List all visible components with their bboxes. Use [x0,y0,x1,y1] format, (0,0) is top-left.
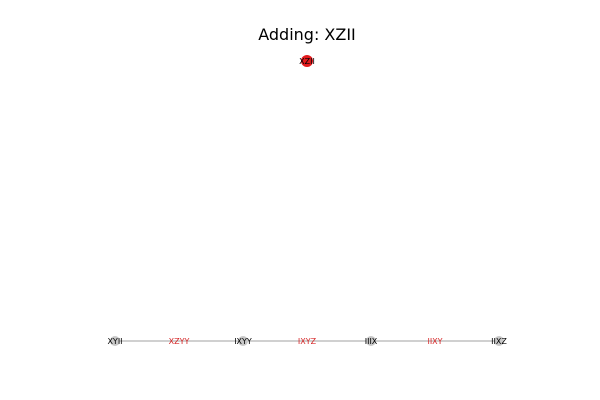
graph-node [494,336,504,346]
edge-label: XZYY [169,337,190,346]
graph-title: Adding: XZII [258,25,356,44]
graph-node [110,336,120,346]
node-label: IIXZ [491,337,507,346]
edge-label: IIXY [427,337,442,346]
new-node: XZII [299,55,315,67]
edge-label: IXYZ [298,337,317,346]
graph-node [366,336,376,346]
new-node-label: XZII [299,57,315,66]
edges-layer: XZYY IXYZ IIXY [115,337,499,346]
node-label: XYII [107,337,122,346]
new-node-circle [301,55,313,67]
node-label: IIIX [365,337,378,346]
graph-node [238,336,248,346]
node-label: IXYY [234,337,252,346]
nodes-layer: XYII IXYY IIIX IIXZ [107,336,507,346]
